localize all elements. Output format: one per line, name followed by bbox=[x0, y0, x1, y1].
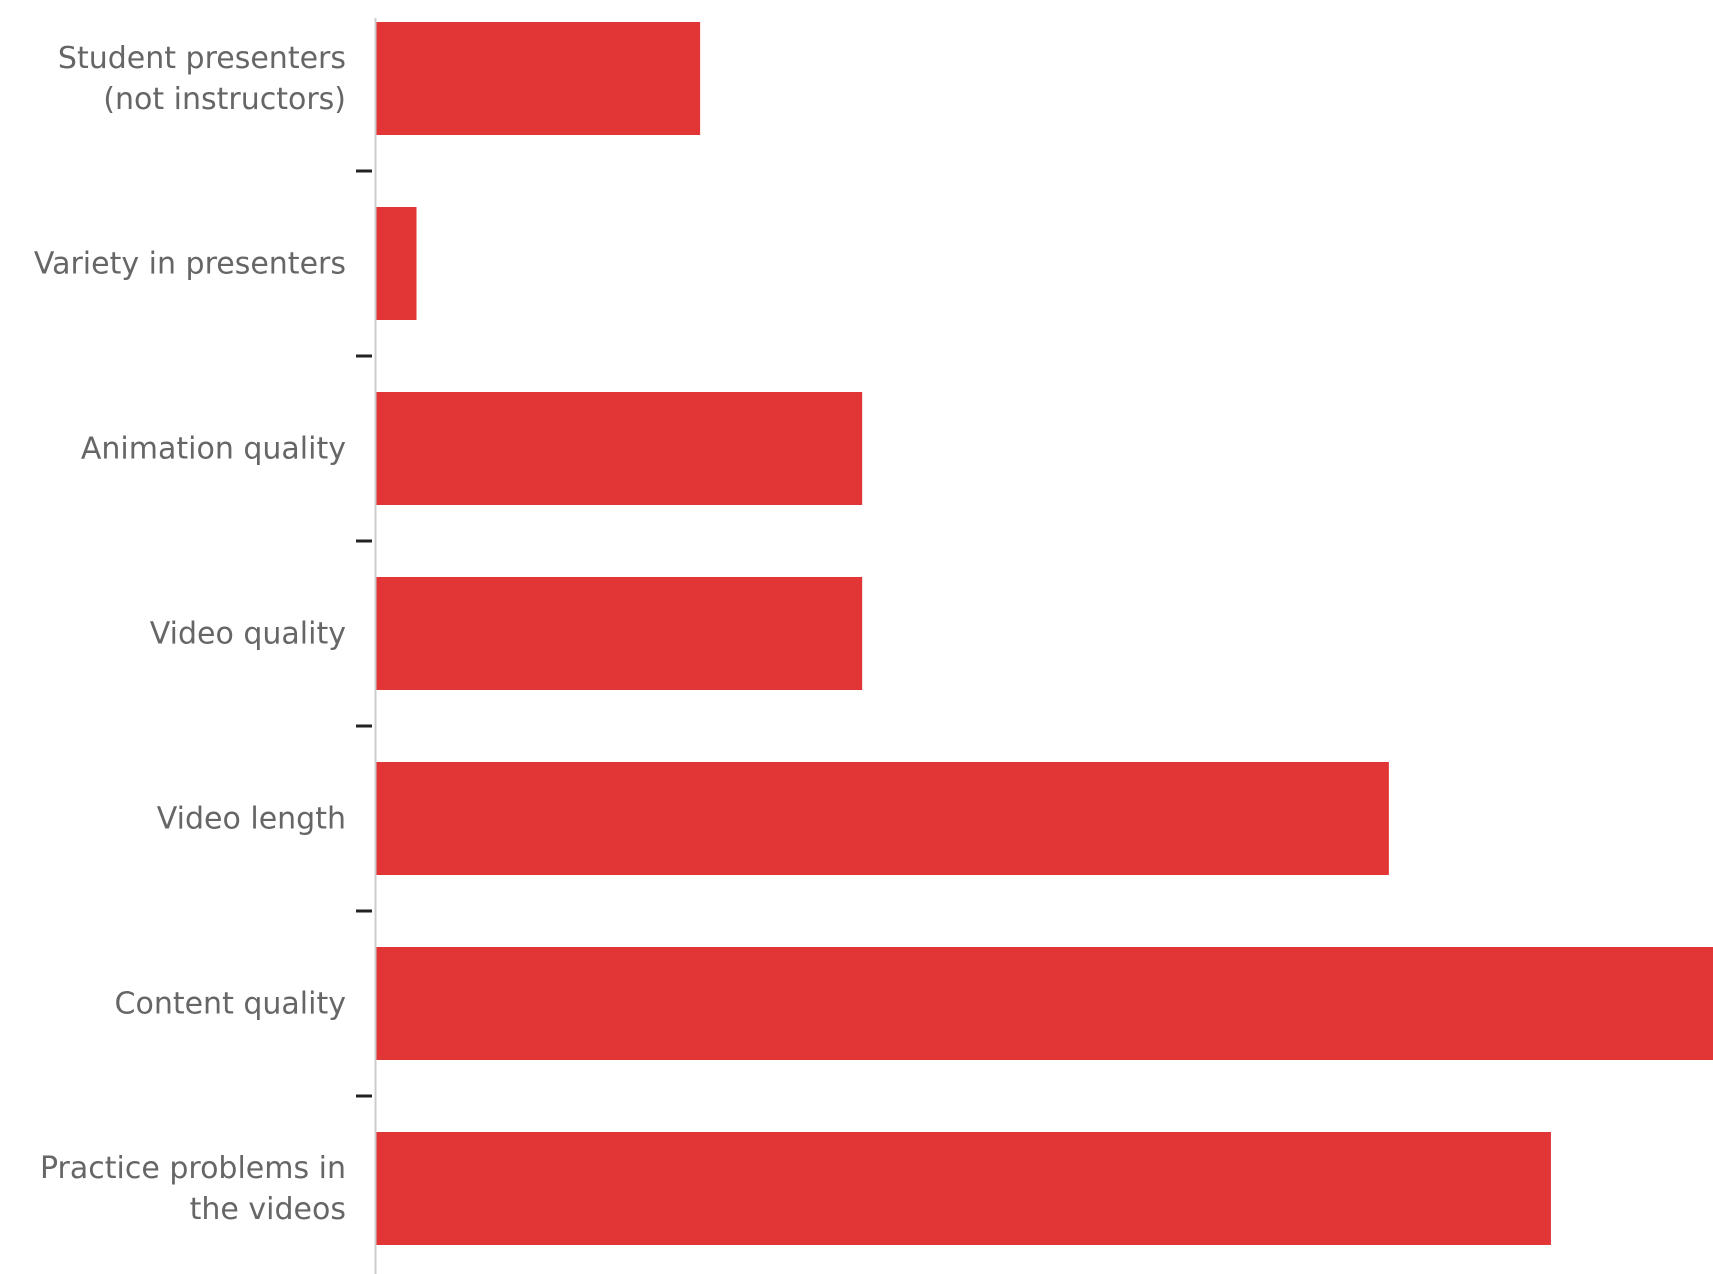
bar-5 bbox=[376, 947, 1713, 1060]
bar-1 bbox=[376, 207, 417, 320]
category-label-1: Variety in presenters bbox=[34, 247, 346, 282]
bar-0 bbox=[376, 22, 701, 135]
category-label-5: Content quality bbox=[115, 987, 346, 1022]
category-label-6: Practice problems in the videos bbox=[40, 1151, 346, 1227]
axis-layer bbox=[356, 18, 377, 1274]
bars-layer bbox=[376, 22, 1713, 1245]
category-labels: Student presenters (not instructors) Varie… bbox=[34, 41, 346, 1227]
category-label-2: Animation quality bbox=[81, 432, 346, 467]
bar-3 bbox=[376, 577, 863, 690]
bar-6 bbox=[376, 1132, 1551, 1245]
category-label-4: Video length bbox=[157, 802, 346, 837]
category-label-3: Video quality bbox=[150, 617, 346, 652]
bar-2 bbox=[376, 392, 863, 505]
category-label-0: Student presenters (not instructors) bbox=[58, 41, 346, 117]
bar-4 bbox=[376, 762, 1389, 875]
